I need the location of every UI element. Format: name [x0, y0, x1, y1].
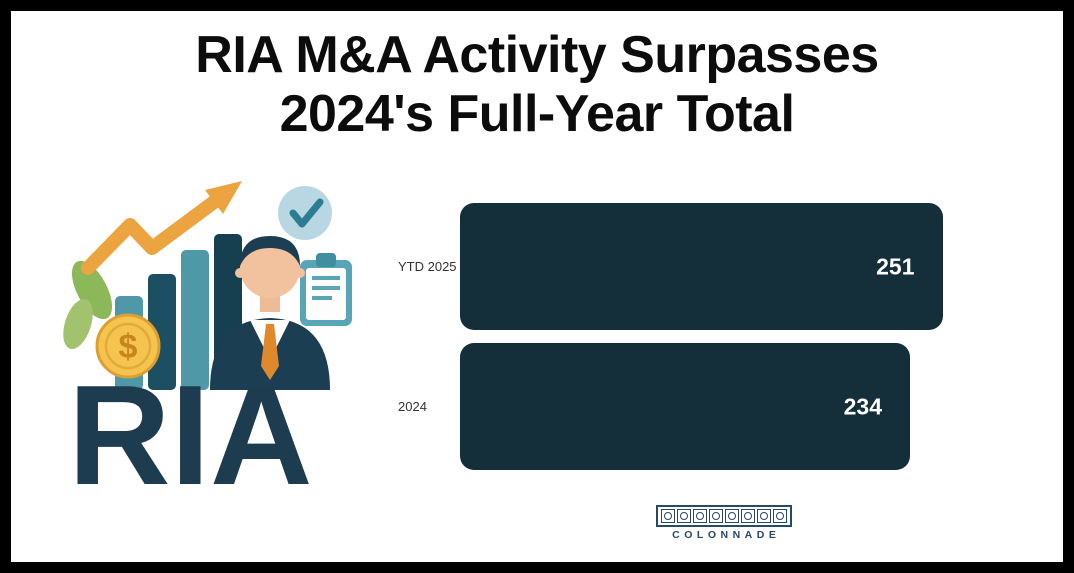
- businessman-icon: [210, 236, 330, 390]
- title-line-1: RIA M&A Activity Surpasses: [195, 26, 879, 84]
- up-arrow-icon: [81, 181, 242, 275]
- ria-illustration: $: [52, 168, 382, 538]
- logo-cell: [709, 509, 723, 523]
- bar-row-ytd-2025: YTD 2025 251: [398, 203, 960, 330]
- svg-text:$: $: [119, 328, 138, 366]
- logo-dot: [680, 512, 688, 520]
- dollar-coin-icon: $: [95, 313, 161, 379]
- bar-chart: YTD 2025 251 2024 234: [398, 203, 960, 483]
- logo-dot: [728, 512, 736, 520]
- ria-wordmark: RIA: [68, 356, 313, 515]
- checkmark-badge-icon: [278, 186, 332, 240]
- bar-ytd-2025: 251: [460, 203, 943, 330]
- clipboard-icon: [300, 253, 352, 326]
- logo-cell: [741, 509, 755, 523]
- bar-track: 251: [460, 203, 960, 330]
- logo-cell: [677, 509, 691, 523]
- title-line-2: 2024's Full-Year Total: [279, 84, 795, 143]
- leaf-icon: [63, 260, 113, 350]
- logo-dot: [744, 512, 752, 520]
- bar-value: 251: [876, 253, 915, 279]
- bar-track: 234: [460, 343, 960, 470]
- logo-cell: [725, 509, 739, 523]
- logo-dot: [664, 512, 672, 520]
- category-label: 2024: [398, 399, 427, 414]
- logo-cell: [661, 509, 675, 523]
- ria-illustration-graphic: $: [63, 181, 352, 390]
- logo-dot: [760, 512, 768, 520]
- colonnade-logo-cells: [656, 505, 792, 527]
- logo-cell: [757, 509, 771, 523]
- bar-row-2024: 2024 234: [398, 343, 960, 470]
- colonnade-logo: COLONNADE: [656, 505, 792, 541]
- colonnade-logo-text: COLONNADE: [672, 529, 781, 541]
- logo-dot: [712, 512, 720, 520]
- bar-2024: 234: [460, 343, 910, 470]
- logo-cell: [773, 509, 787, 523]
- logo-cell: [693, 509, 707, 523]
- logo-dot: [776, 512, 784, 520]
- bar-value: 234: [843, 393, 882, 419]
- page-title: RIA M&A Activity Surpasses 2024's Full-Y…: [0, 26, 1074, 144]
- category-label: YTD 2025: [398, 259, 457, 274]
- logo-dot: [696, 512, 704, 520]
